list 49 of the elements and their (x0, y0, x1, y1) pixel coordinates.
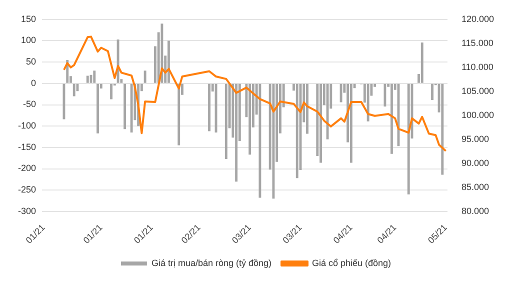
bar (420, 42, 424, 83)
y2-tick-label: 95.000 (461, 134, 489, 144)
bar (168, 40, 170, 83)
y-tick-label: -300 (18, 206, 36, 216)
bar (296, 84, 298, 178)
y-tick-label: 100 (20, 35, 36, 46)
bar (248, 84, 252, 155)
y2-tick-label: 105.000 (461, 86, 494, 96)
bar (340, 84, 342, 102)
bar (110, 84, 112, 100)
y2-tick-label: 115.000 (461, 38, 494, 48)
bar (72, 84, 76, 96)
bar (350, 84, 352, 163)
y-tick-label: 0 (31, 78, 36, 88)
legend-label: Giá cổ phiếu (đồng) (312, 258, 392, 268)
bar (144, 70, 146, 83)
y-tick-label: -50 (23, 99, 36, 110)
bar (366, 84, 370, 122)
y-tick-label: 150 (20, 14, 36, 24)
y2-tick-label: 85.000 (461, 182, 489, 192)
y-tick-label: -250 (18, 184, 36, 195)
bar (96, 84, 99, 134)
bar (306, 84, 308, 134)
bar (178, 84, 180, 146)
bar (390, 84, 393, 154)
bar (224, 84, 228, 159)
bar (258, 84, 262, 198)
y2-tick-label: 100.000 (461, 110, 494, 120)
bar (320, 84, 322, 163)
y2-tick-label: 120.000 (461, 14, 494, 24)
y-tick-label: 50 (26, 56, 36, 67)
bar (407, 84, 410, 194)
bar (235, 84, 238, 182)
bar (272, 84, 275, 199)
bar (431, 84, 434, 100)
bar (384, 84, 386, 106)
bar (86, 76, 89, 83)
y2-tick-label: 80.000 (461, 206, 489, 216)
legend-label: Giá trị mua/bán ròng (tỷ đồng) (151, 258, 272, 268)
y-tick-label: -150 (18, 142, 36, 152)
y-tick-label: -100 (18, 120, 36, 131)
bar (441, 84, 444, 175)
bar (124, 84, 126, 130)
y-tick-label: -200 (18, 163, 36, 174)
bar (130, 84, 133, 132)
bar (208, 84, 210, 132)
bar (93, 70, 96, 83)
y2-tick-label: 110.000 (461, 62, 494, 72)
y2-tick-label: 90.000 (461, 158, 489, 168)
